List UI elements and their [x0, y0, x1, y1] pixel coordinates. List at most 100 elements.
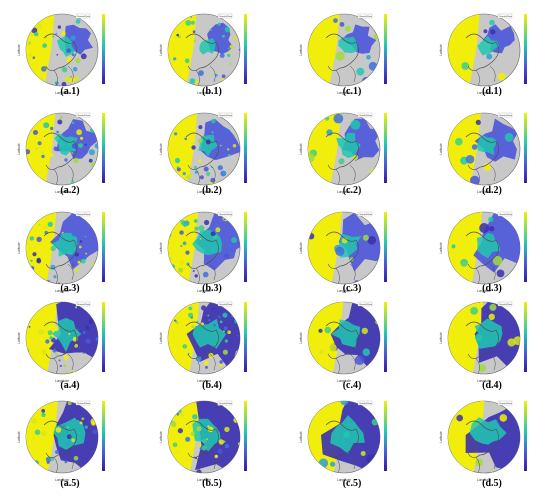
map-panel-c1: Rainfall Rate Longitude Latitude: [292, 8, 412, 98]
panel-caption-d5: (d.5): [482, 478, 502, 489]
panel-caption-a4: (a.4): [60, 380, 80, 391]
legend-tag-text: Rainfall Rate: [78, 114, 91, 117]
map-panel-a3: Rainfall Rate Longitude Latitude: [10, 206, 130, 296]
legend-tag: [497, 301, 513, 307]
radar-map-c5: Rainfall Rate Longitude Latitude: [299, 400, 387, 482]
legend-tag-text: Rainfall Rate: [78, 303, 91, 306]
map-panel-b1: Rainfall Rate Longitude Latitude: [152, 8, 272, 98]
y-axis-label: Latitude: [299, 242, 303, 254]
radar-map-b5: Rainfall Rate Longitude Latitude: [159, 400, 247, 482]
radar-map-b4: Rainfall Rate Longitude Latitude: [159, 301, 247, 383]
legend-tag: [497, 13, 513, 19]
x-axis-label: Longitude: [197, 91, 211, 95]
x-axis-label: Longitude: [337, 379, 351, 383]
map-panel-b3: Rainfall Rate Longitude Latitude: [152, 206, 272, 296]
legend-tag: [357, 13, 373, 19]
legend-tag: [497, 400, 513, 406]
map-panel-c4: Rainfall Rate Longitude Latitude: [292, 296, 412, 386]
radar-map-c4: Rainfall Rate Longitude Latitude: [299, 301, 387, 383]
radar-map-d3: Rainfall Rate Longitude Latitude: [439, 211, 527, 293]
x-axis-label: Longitude: [197, 478, 211, 482]
radar-map-d1: Rainfall Rate Longitude Latitude: [439, 13, 527, 95]
legend-tag: [75, 301, 91, 307]
panel-caption-d4: (d.4): [482, 380, 502, 391]
y-axis-label: Latitude: [159, 143, 163, 155]
panel-caption-d3: (d.3): [482, 283, 502, 294]
x-axis-label: Longitude: [197, 379, 211, 383]
map-panel-d2: Rainfall Rate Longitude Latitude: [432, 107, 550, 197]
colorbar: [384, 401, 387, 471]
radar-map-b3: Rainfall Rate Longitude Latitude: [159, 211, 247, 293]
y-axis-label: Latitude: [439, 143, 443, 155]
legend-tag-text: Rainfall Rate: [220, 402, 233, 405]
y-axis-label: Latitude: [439, 332, 443, 344]
radar-map-a3: Rainfall Rate Longitude Latitude: [17, 211, 105, 293]
radar-map-a2: Rainfall Rate Longitude Latitude: [17, 112, 105, 194]
legend-tag-text: Rainfall Rate: [360, 213, 373, 216]
radar-map-c1: Rainfall Rate Longitude Latitude: [299, 13, 387, 95]
x-axis-label: Longitude: [477, 289, 491, 293]
map-panel-a1: Rainfall Rate Longitude Latitude: [10, 8, 130, 98]
colorbar: [244, 14, 247, 84]
panel-caption-a1: (a.1): [60, 86, 80, 97]
map-panel-c3: Rainfall Rate Longitude Latitude: [292, 206, 412, 296]
map-panel-c5: Rainfall Rate Longitude Latitude: [292, 395, 412, 485]
radar-map-d4: Rainfall Rate Longitude Latitude: [439, 301, 527, 383]
legend-tag: [217, 211, 233, 217]
legend-tag-text: Rainfall Rate: [220, 213, 233, 216]
legend-tag: [357, 211, 373, 217]
legend-tag: [75, 13, 91, 19]
panel-caption-b5: (b.5): [202, 478, 222, 489]
x-axis-label: Longitude: [337, 478, 351, 482]
x-axis-label: Longitude: [477, 478, 491, 482]
colorbar: [102, 14, 105, 84]
legend-tag-text: Rainfall Rate: [500, 303, 513, 306]
panel-caption-c2: (c.2): [342, 185, 362, 196]
legend-tag-text: Rainfall Rate: [500, 402, 513, 405]
legend-tag: [75, 211, 91, 217]
legend-tag: [497, 112, 513, 118]
legend-tag-text: Rainfall Rate: [220, 114, 233, 117]
colorbar: [384, 113, 387, 183]
legend-tag-text: Rainfall Rate: [220, 303, 233, 306]
legend-tag: [217, 400, 233, 406]
panel-caption-c4: (c.4): [342, 380, 362, 391]
radar-map-d5: Rainfall Rate Longitude Latitude: [439, 400, 527, 482]
y-axis-label: Latitude: [159, 332, 163, 344]
colorbar: [384, 212, 387, 282]
panel-caption-c3: (c.3): [342, 283, 362, 294]
legend-tag-text: Rainfall Rate: [360, 303, 373, 306]
y-axis-label: Latitude: [17, 242, 21, 254]
x-axis-label: Longitude: [197, 289, 211, 293]
radar-map-c3: Rainfall Rate Longitude Latitude: [299, 211, 387, 293]
y-axis-label: Latitude: [17, 332, 21, 344]
legend-tag: [497, 211, 513, 217]
panel-caption-d1: (d.1): [482, 86, 502, 97]
panel-caption-c1: (c.1): [342, 86, 362, 97]
map-panel-b2: Rainfall Rate Longitude Latitude: [152, 107, 272, 197]
x-axis-label: Longitude: [55, 379, 69, 383]
radar-map-a5: Rainfall Rate Longitude Latitude: [17, 400, 105, 482]
radar-map-d2: Rainfall Rate Longitude Latitude: [439, 112, 527, 194]
colorbar: [102, 302, 105, 372]
map-panel-d5: Rainfall Rate Longitude Latitude: [432, 395, 550, 485]
x-axis-label: Longitude: [337, 190, 351, 194]
legend-tag-text: Rainfall Rate: [500, 15, 513, 18]
x-axis-label: Longitude: [197, 190, 211, 194]
panel-caption-a3: (a.3): [60, 283, 80, 294]
legend-tag: [217, 112, 233, 118]
radar-map-a4: Rainfall Rate Longitude Latitude: [17, 301, 105, 383]
y-axis-label: Latitude: [299, 143, 303, 155]
panel-caption-b1: (b.1): [202, 86, 222, 97]
colorbar: [384, 302, 387, 372]
radar-map-b1: Rainfall Rate Longitude Latitude: [159, 13, 247, 95]
x-axis-label: Longitude: [55, 289, 69, 293]
y-axis-label: Latitude: [159, 431, 163, 443]
map-panel-b5: Rainfall Rate Longitude Latitude: [152, 395, 272, 485]
legend-tag: [75, 400, 91, 406]
colorbar: [244, 212, 247, 282]
colorbar: [102, 401, 105, 471]
colorbar: [524, 14, 527, 84]
y-axis-label: Latitude: [439, 44, 443, 56]
legend-tag-text: Rainfall Rate: [78, 213, 91, 216]
